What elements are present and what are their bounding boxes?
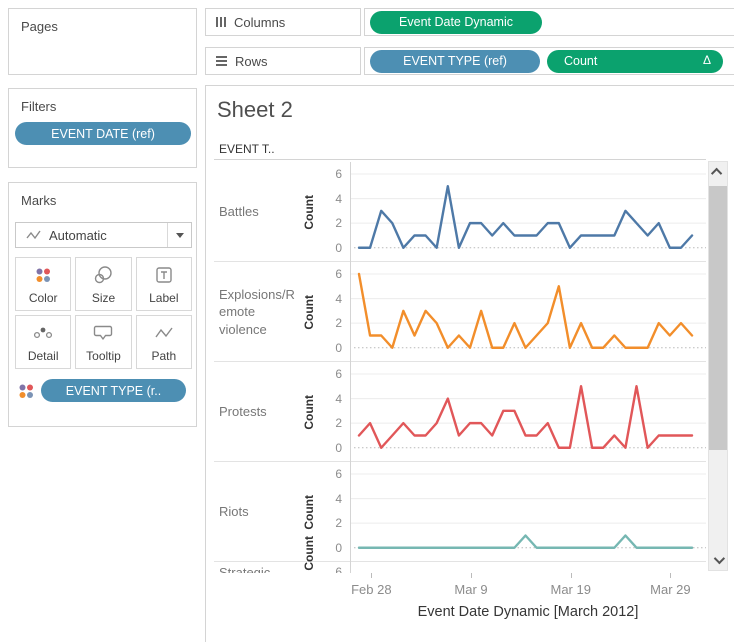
y-axis-ticks: 6 4 2 0 <box>320 262 350 362</box>
chevron-down-icon <box>714 553 725 564</box>
plot-riots[interactable] <box>350 462 706 562</box>
row-header-riots[interactable]: Riots <box>214 462 298 562</box>
x-axis[interactable]: Feb 28 Mar 9 Mar 19 Mar 29 <box>350 575 706 601</box>
chart-row-explosions: Explosions/Remote violence Count 6 4 2 0 <box>214 262 706 362</box>
y-axis-ticks: 6 4 2 0 <box>320 362 350 462</box>
delta-table-calc-icon: Δ <box>703 53 711 67</box>
label-button[interactable]: Label <box>136 257 192 311</box>
tooltip-bubble-icon <box>93 316 113 349</box>
rows-pill-count-label: Count <box>564 54 597 68</box>
sheet-title: Sheet 2 <box>217 97 293 123</box>
columns-shelf-header: Columns <box>205 8 361 36</box>
plot-explosions[interactable] <box>350 262 706 362</box>
color-dots-icon <box>17 382 35 400</box>
rows-icon <box>216 56 227 66</box>
row-field-header[interactable]: EVENT T.. <box>219 142 275 156</box>
filters-shelf-label: Filters <box>9 89 196 114</box>
detail-button-label: Detail <box>28 349 59 363</box>
chevron-up-icon <box>711 168 722 179</box>
row-header-battles[interactable]: Battles <box>214 162 298 262</box>
y-axis-ticks: 6 4 2 0 <box>320 462 350 562</box>
y-axis-title: Count <box>302 195 316 230</box>
mark-type-dropdown-arrow[interactable] <box>167 223 191 247</box>
y-axis-title: Count <box>302 295 316 330</box>
small-multiples-chart: Battles Count 6 4 2 0 Explosions/Remote … <box>214 159 706 573</box>
filter-pill-event-date[interactable]: EVENT DATE (ref) <box>15 122 191 145</box>
rows-pill-event-type[interactable]: EVENT TYPE (ref) <box>370 50 540 73</box>
marks-pill-event-type[interactable]: EVENT TYPE (r.. <box>41 379 186 402</box>
row-header-strategic[interactable]: Strategic <box>214 562 298 573</box>
worksheet-pane: Sheet 2 EVENT T.. Battles Count 6 4 2 0 … <box>205 85 734 642</box>
marks-buttons: Color Size Label Detail <box>15 257 192 369</box>
x-axis-title: Event Date Dynamic [March 2012] <box>350 604 706 620</box>
x-tick-mar-9: Mar 9 <box>454 582 487 597</box>
y-axis-ticks: 6 4 2 0 <box>320 162 350 262</box>
chevron-down-icon <box>176 233 184 238</box>
scroll-up-button[interactable] <box>709 162 727 182</box>
marks-card-label: Marks <box>9 183 196 208</box>
filters-shelf[interactable]: Filters EVENT DATE (ref) <box>8 88 197 168</box>
chart-row-protests: Protests Count 6 4 2 0 <box>214 362 706 462</box>
tableau-window: Pages Filters EVENT DATE (ref) Marks Aut… <box>0 0 734 642</box>
tooltip-button-label: Tooltip <box>86 349 121 363</box>
y-axis-title: Count <box>302 536 316 571</box>
size-circles-icon <box>93 258 113 291</box>
marks-card: Marks Automatic Color Size <box>8 182 197 427</box>
plot-protests[interactable] <box>350 362 706 462</box>
scrollbar-thumb[interactable] <box>709 186 727 450</box>
columns-shelf-label: Columns <box>234 15 285 30</box>
vertical-scrollbar[interactable] <box>708 161 728 571</box>
path-button-label: Path <box>151 349 176 363</box>
pages-shelf-label: Pages <box>9 9 196 34</box>
detail-dots-icon <box>33 316 53 349</box>
y-axis-ticks: 6 <box>320 562 350 573</box>
rows-shelf-label: Rows <box>235 54 268 69</box>
color-dots-icon <box>34 258 52 291</box>
label-t-icon <box>155 258 173 291</box>
detail-button[interactable]: Detail <box>15 315 71 369</box>
columns-icon <box>216 17 226 27</box>
line-mark-icon <box>26 229 41 241</box>
mark-type-value: Automatic <box>49 228 167 243</box>
path-button[interactable]: Path <box>136 315 192 369</box>
rows-shelf-header: Rows <box>205 47 361 75</box>
columns-pill-event-date-dynamic[interactable]: Event Date Dynamic <box>370 11 542 34</box>
scroll-down-button[interactable] <box>709 550 727 570</box>
x-tick-mar-29: Mar 29 <box>650 582 690 597</box>
size-button[interactable]: Size <box>75 257 131 311</box>
size-button-label: Size <box>92 291 115 305</box>
chart-row-strategic-partial: Strategic Count 6 <box>214 562 706 573</box>
x-tick-mar-19: Mar 19 <box>550 582 590 597</box>
color-button-label: Color <box>29 291 58 305</box>
marks-color-pill-row: EVENT TYPE (r.. <box>17 379 186 402</box>
label-button-label: Label <box>149 291 178 305</box>
rows-pill-count[interactable]: Count Δ <box>547 50 723 73</box>
row-header-protests[interactable]: Protests <box>214 362 298 462</box>
y-axis-title: Count <box>302 395 316 430</box>
columns-shelf[interactable]: Event Date Dynamic <box>364 8 734 36</box>
plot-battles[interactable] <box>350 162 706 262</box>
color-button[interactable]: Color <box>15 257 71 311</box>
row-header-explosions[interactable]: Explosions/Remote violence <box>214 262 298 362</box>
y-axis-title: Count <box>302 495 316 530</box>
plot-strategic[interactable] <box>350 562 706 573</box>
pages-shelf[interactable]: Pages <box>8 8 197 75</box>
chart-row-riots: Riots Count 6 4 2 0 <box>214 462 706 562</box>
chart-row-battles: Battles Count 6 4 2 0 <box>214 162 706 262</box>
tooltip-button[interactable]: Tooltip <box>75 315 131 369</box>
path-line-icon <box>155 316 173 349</box>
mark-type-dropdown[interactable]: Automatic <box>15 222 192 248</box>
rows-shelf[interactable]: EVENT TYPE (ref) Count Δ <box>364 47 734 75</box>
x-tick-feb-28: Feb 28 <box>351 582 391 597</box>
